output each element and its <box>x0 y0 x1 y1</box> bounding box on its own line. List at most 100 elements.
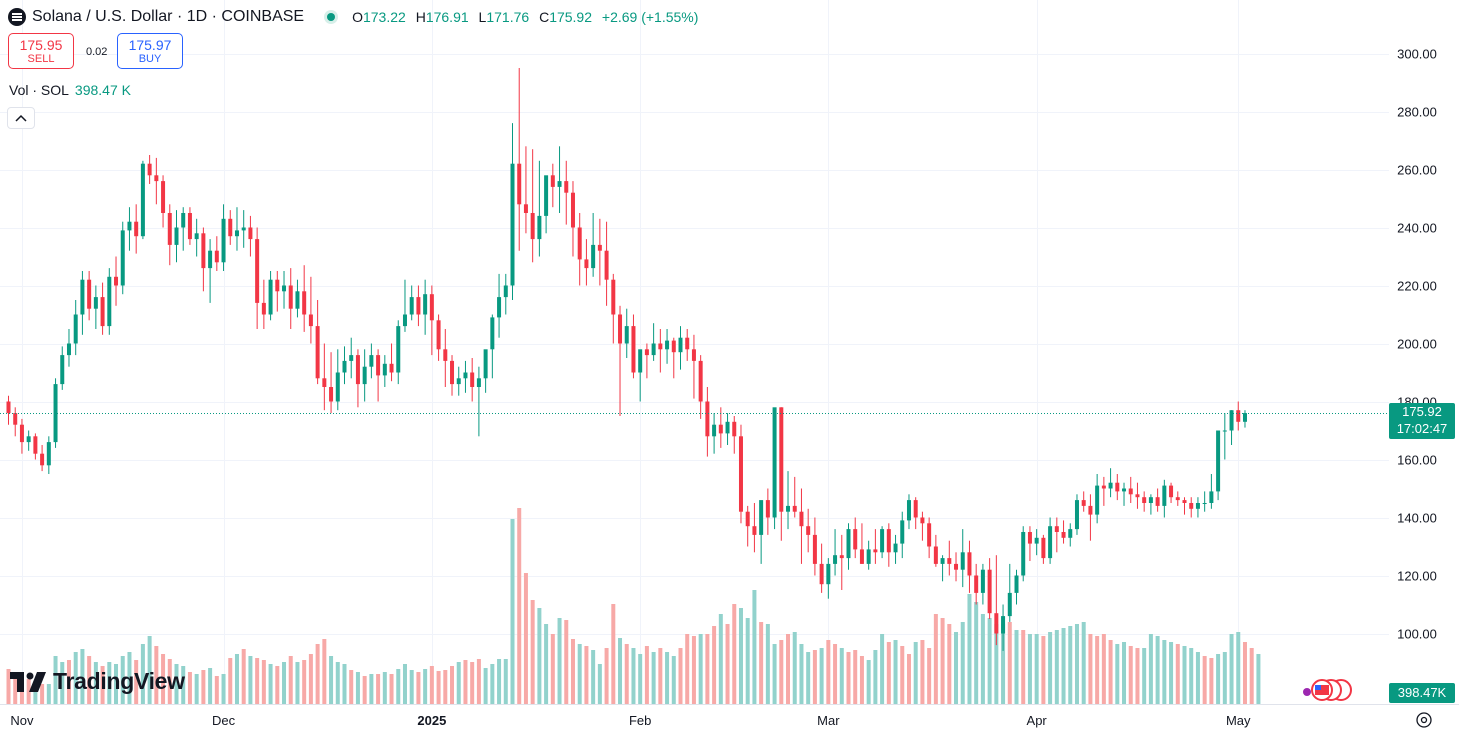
candle-body <box>691 349 696 361</box>
candle-body <box>26 436 31 443</box>
candle-body <box>752 526 757 535</box>
volume-bar <box>369 674 374 704</box>
candle <box>799 488 804 564</box>
candle <box>382 355 387 387</box>
volume-bar <box>1115 644 1120 704</box>
collapse-legend-button[interactable] <box>7 107 35 129</box>
candle-body <box>1115 482 1120 492</box>
price-tick-label: 240.00 <box>1397 221 1437 236</box>
candle <box>248 215 253 257</box>
candle <box>134 204 139 254</box>
candle <box>107 268 112 335</box>
candle <box>577 213 582 286</box>
candle <box>228 210 233 245</box>
candle <box>591 213 596 277</box>
candle-body <box>295 291 300 309</box>
candle <box>1195 497 1200 518</box>
candle-body <box>409 297 414 315</box>
candle-body <box>597 244 602 251</box>
volume-bar <box>382 672 387 704</box>
candle-body <box>261 302 266 315</box>
candle <box>705 387 710 457</box>
candle-body <box>127 221 132 231</box>
volume-bar <box>80 649 85 704</box>
candle-body <box>584 259 589 269</box>
last-price-label: 175.92 17:02:47 <box>1389 403 1455 439</box>
volume-bar <box>537 608 542 704</box>
volume-label[interactable]: Vol · SOL <box>9 82 69 98</box>
candle-body <box>1007 592 1012 617</box>
candle-body <box>537 215 542 240</box>
candle <box>93 285 98 329</box>
settings-icon[interactable] <box>1415 711 1433 729</box>
volume-bar <box>194 674 199 704</box>
chevron-up-icon <box>15 114 27 122</box>
volume-bar <box>1236 632 1241 704</box>
candle <box>470 358 475 402</box>
volume-bar <box>396 669 401 704</box>
buy-button[interactable]: 175.97 BUY <box>117 33 183 69</box>
candle <box>759 500 764 564</box>
candle-body <box>161 181 166 213</box>
volume-bar <box>1034 634 1039 704</box>
price-tick-label: 300.00 <box>1397 47 1437 62</box>
volume-bar <box>100 666 105 704</box>
candle-body <box>1155 497 1160 506</box>
volume-bar <box>154 646 159 704</box>
candle-body <box>87 279 92 309</box>
candle <box>1034 529 1039 556</box>
time-axis[interactable]: Nov Dec 2025 Feb Mar Apr May <box>10 713 1251 728</box>
candle-body <box>678 337 683 353</box>
candle-body <box>786 505 791 512</box>
candle <box>87 271 92 321</box>
candle-body <box>241 227 246 231</box>
candle <box>1182 497 1187 515</box>
candle-body <box>570 192 575 228</box>
candle-body <box>181 213 186 228</box>
volume-bar <box>611 604 616 704</box>
candle <box>994 555 999 646</box>
candle-body <box>880 529 885 553</box>
volume-bar <box>705 634 710 704</box>
volume-bar <box>631 648 636 704</box>
volume-bar <box>248 656 253 704</box>
tradingview-logo[interactable]: TradingView <box>10 668 185 695</box>
candle <box>1189 497 1194 518</box>
candle <box>893 534 898 564</box>
candle-body <box>1242 413 1247 422</box>
symbol-title[interactable]: Solana / U.S. Dollar · 1D · COINBASE <box>32 8 305 25</box>
volume-bar <box>167 659 172 704</box>
candle <box>342 346 347 385</box>
volume-bar <box>1148 634 1153 704</box>
candle <box>376 349 381 402</box>
candle-body <box>873 549 878 553</box>
volume-bar <box>826 640 831 704</box>
candle-body <box>201 233 206 269</box>
candle-body <box>833 555 838 564</box>
economic-events-icon[interactable] <box>1300 678 1358 702</box>
volume-bar <box>812 650 817 704</box>
volume-bar <box>732 604 737 704</box>
price-axis[interactable]: 100.00120.00140.00160.00180.00200.00220.… <box>1397 47 1437 642</box>
volume-bar <box>644 646 649 704</box>
candles <box>6 68 1247 651</box>
candle <box>147 155 152 184</box>
candle <box>685 329 690 361</box>
price-tick-label: 200.00 <box>1397 337 1437 352</box>
sell-button[interactable]: 175.95 SELL <box>8 33 74 69</box>
candle <box>234 207 239 251</box>
candle <box>1021 526 1026 582</box>
candle <box>181 207 186 251</box>
candle-body <box>1175 497 1180 501</box>
candle <box>920 511 925 541</box>
candle-body <box>6 401 11 414</box>
volume-bar <box>1249 648 1254 704</box>
candle-body <box>1182 500 1187 503</box>
candle-body <box>503 285 508 298</box>
candle <box>214 236 219 271</box>
candle-body <box>1209 491 1214 503</box>
volume-bar <box>523 573 528 704</box>
volume-bar <box>987 618 992 704</box>
candle-body <box>638 349 643 373</box>
